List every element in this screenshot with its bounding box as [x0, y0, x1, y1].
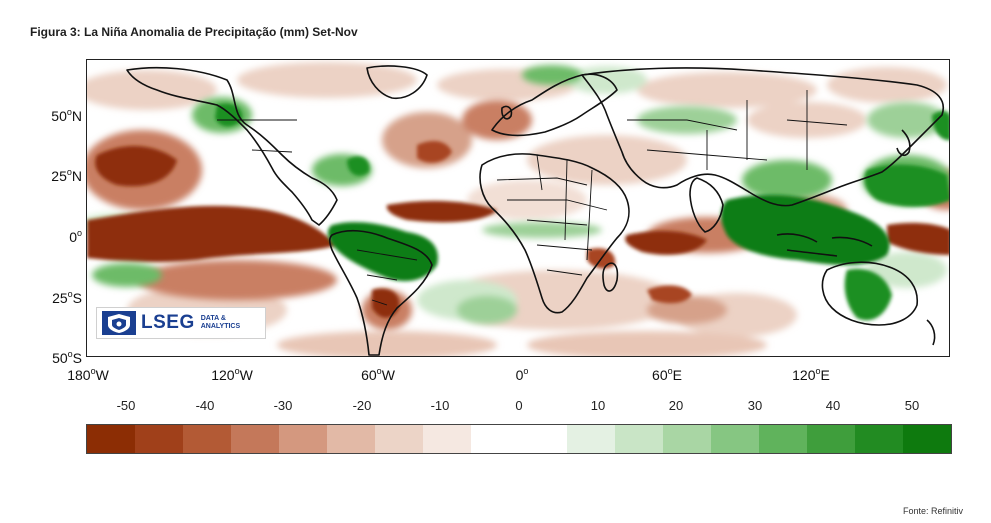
colorbar-tick-label: 40 [825, 398, 841, 413]
colorbar-swatch [471, 425, 519, 453]
logo-subtitle: DATA & ANALYTICS [200, 315, 241, 330]
lon-label-0: 0o [515, 366, 529, 383]
lat-label-0: 0o [69, 228, 82, 245]
lat-label-25s: 25oS [52, 289, 82, 306]
colorbar-swatch [327, 425, 375, 453]
figure-title: Figura 3: La Niña Anomalia de Precipitaç… [30, 25, 358, 39]
asia-coast [581, 67, 944, 207]
africa-coast [479, 153, 630, 314]
colorbar-swatch [519, 425, 567, 453]
coastlines [126, 65, 944, 356]
anomaly-field-wet-strong [215, 103, 949, 321]
colorbar-tick-label: -10 [430, 398, 450, 413]
uk-coast [501, 105, 513, 120]
logo-wordmark: LSEG [141, 312, 195, 333]
lon-label-60w: 60oW [361, 366, 395, 383]
lat-label-50s: 50oS [52, 349, 82, 366]
north-america-coast [126, 66, 338, 226]
anomaly-field-dry-strong [87, 140, 949, 318]
lon-label-120w: 120oW [211, 366, 253, 383]
colorbar-swatch [711, 425, 759, 453]
colorbar [86, 424, 952, 454]
colorbar-swatch [855, 425, 903, 453]
madagascar-coast [602, 262, 619, 292]
new-zealand-coast [926, 319, 936, 346]
lat-label-25n: 25oN [51, 167, 82, 184]
colorbar-swatch [375, 425, 423, 453]
colorbar-swatch [279, 425, 327, 453]
colorbar-swatch [807, 425, 855, 453]
colorbar-tick-label: 50 [904, 398, 920, 413]
colorbar-swatch [567, 425, 615, 453]
colorbar-tick-label: 20 [668, 398, 684, 413]
indonesia-coast [776, 233, 873, 257]
lseg-crest-icon [102, 311, 136, 335]
lat-label-50n: 50oN [51, 107, 82, 124]
map-svg [87, 62, 949, 356]
colorbar-tick-label: 10 [590, 398, 606, 413]
colorbar-swatch [183, 425, 231, 453]
lon-label-60e: 60oE [652, 366, 682, 383]
colorbar-swatch [903, 425, 951, 453]
precipitation-anomaly-map [86, 59, 950, 357]
australia-coast [821, 261, 918, 326]
south-america-coast [328, 229, 433, 356]
colorbar-swatch [135, 425, 183, 453]
colorbar-tick-label: 30 [747, 398, 763, 413]
colorbar-swatch [615, 425, 663, 453]
colorbar-swatch [231, 425, 279, 453]
colorbar-tick-label: 0 [515, 398, 523, 413]
colorbar-swatch [759, 425, 807, 453]
colorbar-swatch [87, 425, 135, 453]
colorbar-tick-label: -40 [195, 398, 215, 413]
greenland-coast [366, 65, 428, 100]
colorbar-swatch [663, 425, 711, 453]
lon-label-120e: 120oE [792, 366, 830, 383]
colorbar-tick-label: -50 [116, 398, 136, 413]
lon-label-180w: 180oW [67, 366, 109, 383]
country-borders [217, 90, 848, 306]
colorbar-tick-label: -20 [352, 398, 372, 413]
source-credit: Fonte: Refinitiv [902, 506, 963, 516]
japan-coast [896, 129, 911, 157]
europe-coast [491, 73, 618, 137]
colorbar-swatch [423, 425, 471, 453]
india-coast [689, 177, 724, 233]
colorbar-tick-label: -30 [273, 398, 293, 413]
lseg-logo: LSEG DATA & ANALYTICS [96, 307, 266, 339]
